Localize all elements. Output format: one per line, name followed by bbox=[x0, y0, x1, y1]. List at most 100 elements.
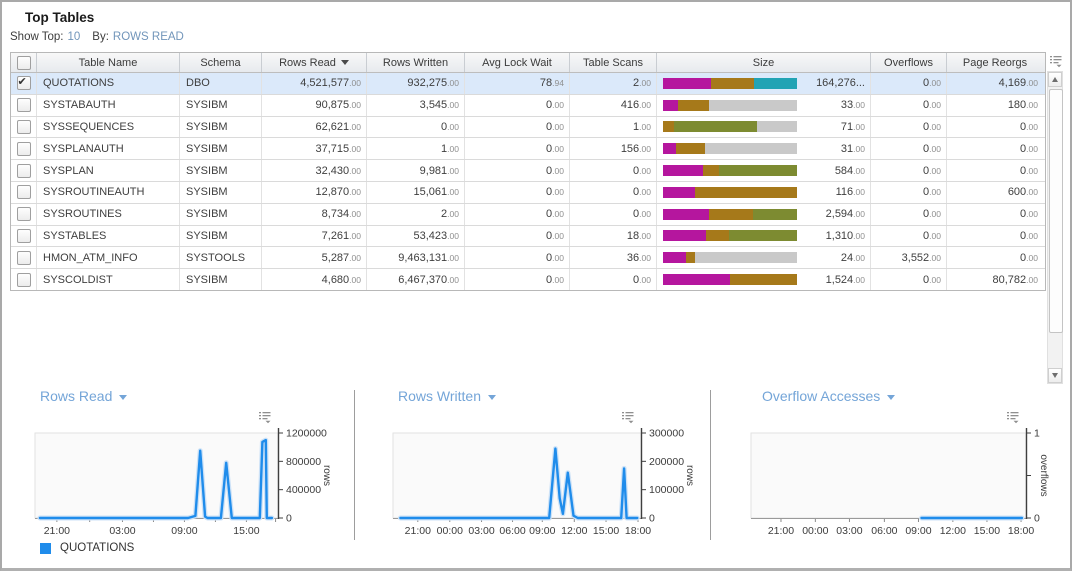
cell-page-reorgs: 0.00 bbox=[1020, 164, 1038, 177]
table-row[interactable]: SYSTABAUTH SYSIBM 90,875.00 3,545.00 0.00 416… bbox=[11, 94, 1045, 117]
cell-page-reorgs: 180.00 bbox=[1007, 99, 1038, 112]
svg-text:21:00: 21:00 bbox=[44, 525, 70, 537]
cell-page-reorgs: 4,169.00 bbox=[998, 77, 1038, 90]
column-header-page-reorgs[interactable]: Page Reorgs bbox=[962, 56, 1028, 69]
size-bar bbox=[663, 252, 797, 264]
table-row[interactable]: SYSSEQUENCES SYSIBM 62,621.00 0.00 0.00 1.00 7… bbox=[11, 116, 1045, 139]
row-checkbox-cell bbox=[11, 247, 37, 269]
column-header-schema[interactable]: Schema bbox=[180, 53, 262, 72]
cell-rows-read: 12,870.00 bbox=[262, 181, 367, 203]
svg-text:800000: 800000 bbox=[286, 456, 321, 468]
row-checkbox[interactable] bbox=[16, 250, 31, 265]
row-checkbox[interactable] bbox=[16, 185, 31, 200]
table-row[interactable]: QUOTATIONSDBO4,521,577.00932,275.0078.94… bbox=[11, 73, 1045, 95]
svg-text:300000: 300000 bbox=[649, 428, 684, 440]
cell-overflows: 0.00 bbox=[871, 138, 947, 160]
row-checkbox[interactable] bbox=[16, 207, 31, 222]
cell-schema: SYSIBM bbox=[180, 94, 262, 116]
chart-divider bbox=[354, 390, 355, 540]
column-chooser-icon[interactable] bbox=[1049, 54, 1063, 68]
overflow-accesses-chart: 21:00 00:00 03:00 06:00 09:00 12:00 15:00 18:00… bbox=[750, 428, 1049, 537]
column-header-table-name[interactable]: Table Name bbox=[37, 53, 180, 72]
cell-rows-read: 4,521,577.00 bbox=[262, 73, 367, 94]
cell-table-scans: 18.00 bbox=[570, 225, 657, 247]
cell-schema: SYSIBM bbox=[180, 138, 262, 160]
rows-written-chart-title-dropdown[interactable]: Rows Written bbox=[398, 388, 496, 404]
table-row[interactable]: SYSROUTINES SYSIBM 8,734.00 2.00 0.00 0.00 2,5… bbox=[11, 203, 1045, 226]
cell-rows-written: 2.00 bbox=[367, 203, 465, 225]
cell-table-name: SYSPLANAUTH bbox=[37, 138, 180, 160]
row-checkbox[interactable] bbox=[16, 163, 31, 178]
data-grid: Table Name Schema Rows Read Rows Written Avg… bbox=[10, 52, 1046, 291]
cell-table-name: SYSCOLDIST bbox=[37, 269, 180, 290]
size-bar bbox=[663, 230, 797, 242]
svg-text:rows: rows bbox=[684, 465, 695, 486]
overflow-accesses-chart-panel: Overflow Accesses 21:00 00:00 03:00 06:00 09… bbox=[722, 388, 1070, 566]
svg-text:09:00: 09:00 bbox=[529, 525, 555, 537]
table-row[interactable]: SYSCOLDIST SYSIBM 4,680.00 6,467,370.00 0.00… bbox=[11, 269, 1045, 290]
cell-size: 1,310.00 bbox=[657, 225, 871, 247]
svg-text:0: 0 bbox=[286, 513, 292, 525]
column-header-size[interactable]: Size bbox=[657, 53, 871, 72]
row-checkbox[interactable] bbox=[16, 119, 31, 134]
cell-page-reorgs: 0.00 bbox=[1020, 251, 1038, 264]
cell-schema: SYSIBM bbox=[180, 203, 262, 225]
overflow-accesses-chart-title-dropdown[interactable]: Overflow Accesses bbox=[762, 388, 896, 404]
table-row[interactable]: SYSPLAN SYSIBM 32,430.00 9,981.00 0.00 0.00 58… bbox=[11, 160, 1045, 182]
select-all-checkbox[interactable] bbox=[16, 55, 31, 70]
cell-table-scans: 2.00 bbox=[570, 73, 657, 94]
rows-read-chart-title-dropdown[interactable]: Rows Read bbox=[40, 388, 128, 404]
scroll-up-icon[interactable] bbox=[1048, 72, 1062, 87]
chart-menu-icon[interactable] bbox=[1006, 410, 1019, 429]
column-header-avg-lock-wait[interactable]: Avg Lock Wait bbox=[465, 53, 570, 72]
row-checkbox-cell bbox=[11, 94, 37, 116]
cell-size: 2,594.00 bbox=[657, 203, 871, 225]
row-checkbox[interactable] bbox=[16, 228, 31, 243]
table-row[interactable]: SYSPLANAUTH SYSIBM 37,715.00 1.00 0.00 156.00… bbox=[11, 138, 1045, 161]
column-header-rows-written[interactable]: Rows Written bbox=[367, 53, 465, 72]
sort-desc-icon bbox=[340, 60, 349, 65]
size-bar bbox=[663, 274, 797, 286]
cell-page-reorgs: 80,782.00 bbox=[992, 273, 1038, 286]
cell-avg-lock-wait: 0.00 bbox=[465, 138, 570, 160]
table-row[interactable]: SYSROUTINEAUTH SYSIBM 12,870.00 15,061.00 0.… bbox=[11, 181, 1045, 204]
svg-text:00:00: 00:00 bbox=[437, 525, 463, 537]
cell-overflows: 0.00 bbox=[871, 73, 947, 94]
cell-rows-written: 1.00 bbox=[367, 138, 465, 160]
svg-text:1: 1 bbox=[1034, 428, 1040, 440]
show-top-value[interactable]: 10 bbox=[67, 31, 81, 43]
table-row[interactable]: HMON_ATM_INFO SYSTOOLS 5,287.00 9,463,131.0… bbox=[11, 247, 1045, 270]
column-header-rows-read[interactable]: Rows Read bbox=[262, 53, 367, 72]
cell-table-name: SYSSEQUENCES bbox=[37, 116, 180, 138]
scrollbar-thumb[interactable] bbox=[1049, 89, 1063, 333]
by-value[interactable]: ROWS READ bbox=[112, 31, 184, 43]
cell-avg-lock-wait: 0.00 bbox=[465, 160, 570, 181]
scroll-down-icon[interactable] bbox=[1048, 368, 1062, 383]
column-header-table-scans[interactable]: Table Scans bbox=[570, 53, 657, 72]
column-header-overflows[interactable]: Overflows bbox=[871, 53, 947, 72]
row-checkbox[interactable] bbox=[16, 141, 31, 156]
cell-page-reorgs: 0.00 bbox=[1020, 229, 1038, 242]
svg-text:overflows: overflows bbox=[1038, 454, 1049, 496]
row-checkbox-cell bbox=[11, 160, 37, 181]
row-checkbox[interactable] bbox=[16, 75, 31, 91]
size-bar bbox=[663, 165, 797, 177]
row-checkbox[interactable] bbox=[16, 98, 31, 113]
cell-size: 164,276... bbox=[657, 73, 871, 94]
cell-rows-read: 4,680.00 bbox=[262, 269, 367, 290]
table-row[interactable]: SYSTABLES SYSIBM 7,261.00 53,423.00 0.00 18.0… bbox=[11, 225, 1045, 248]
cell-table-name: SYSROUTINES bbox=[37, 203, 180, 225]
cell-overflows: 3,552.00 bbox=[871, 247, 947, 269]
dropdown-caret-icon bbox=[887, 394, 896, 400]
table-vertical-scrollbar[interactable] bbox=[1047, 71, 1063, 384]
cell-table-scans: 156.00 bbox=[570, 138, 657, 160]
row-checkbox-cell bbox=[11, 203, 37, 225]
select-all-header-cell bbox=[11, 53, 37, 72]
row-checkbox[interactable] bbox=[16, 272, 31, 287]
svg-text:06:00: 06:00 bbox=[499, 525, 525, 537]
rows-written-chart-panel: Rows Written 21:00 00:00 03:00 06:00 09:00 12… bbox=[368, 388, 712, 566]
cell-schema: SYSIBM bbox=[180, 269, 262, 290]
cell-rows-written: 0.00 bbox=[367, 116, 465, 138]
chart-menu-icon[interactable] bbox=[621, 410, 634, 429]
chart-menu-icon[interactable] bbox=[258, 410, 271, 429]
